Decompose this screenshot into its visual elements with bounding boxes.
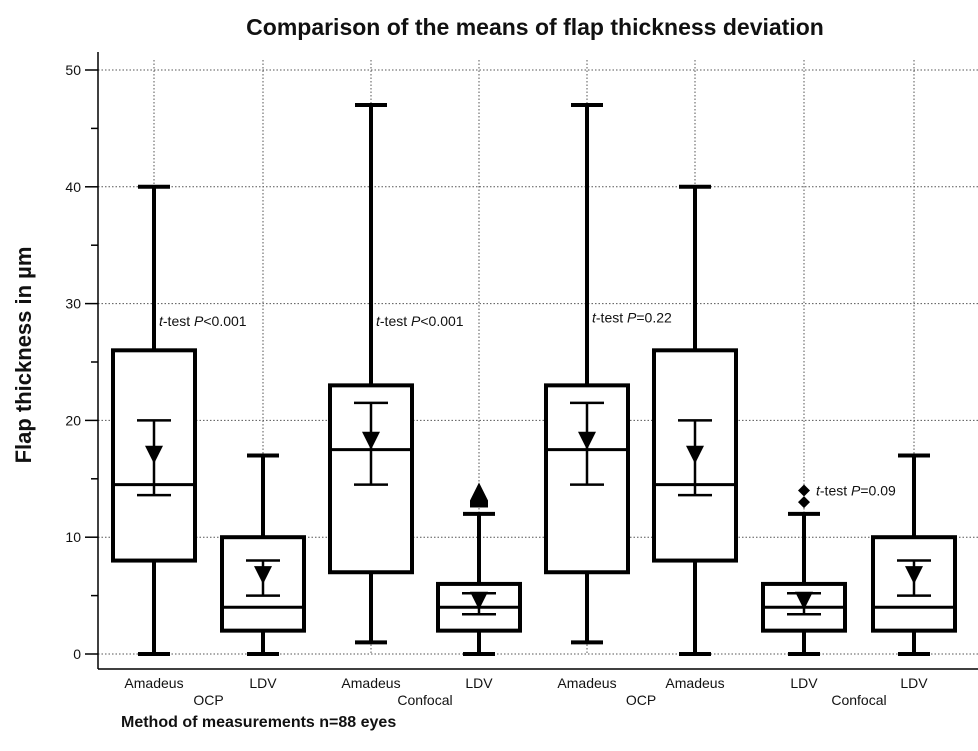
- annotation-value: =0.09: [860, 482, 896, 498]
- group-label: Confocal: [397, 692, 452, 708]
- mean-marker: [795, 591, 813, 610]
- mean-marker: [686, 445, 704, 464]
- y-tick-label: 50: [65, 62, 81, 78]
- mean-marker: [145, 445, 163, 464]
- axes: 0 10 20 30 40 50: [65, 52, 978, 670]
- annotation-t: t: [376, 313, 381, 329]
- annotation-t: t: [816, 482, 821, 498]
- group-label: OCP: [626, 692, 656, 708]
- annotation-ttest-0: t-test P<0.001: [159, 313, 247, 329]
- y-tick-label: 40: [65, 179, 81, 195]
- category-labels: Amadeus LDV Amadeus LDV Amadeus Amadeus LDV LDV…: [124, 675, 928, 708]
- category-label: LDV: [465, 675, 493, 691]
- x-axis-label: Method of measurements n=88 eyes: [121, 714, 396, 731]
- category-label: LDV: [249, 675, 277, 691]
- annotation-test: -test: [163, 313, 194, 329]
- outlier-marker: [470, 482, 488, 501]
- mean-marker: [362, 431, 380, 450]
- group-label: Confocal: [831, 692, 886, 708]
- y-axis-label: Flap thickness in µm: [11, 247, 36, 464]
- outlier-marker: [470, 500, 488, 508]
- box-7: [871, 453, 957, 656]
- annotation-ttest-2: t-test P=0.22: [592, 310, 672, 326]
- boxes-layer: [111, 103, 957, 656]
- outlier-marker: [798, 496, 810, 509]
- box-4: [544, 103, 630, 645]
- box-6: [761, 484, 847, 656]
- group-label: OCP: [193, 692, 223, 708]
- category-label: LDV: [790, 675, 818, 691]
- y-tick-label: 30: [65, 296, 81, 312]
- chart-title: Comparison of the means of flap thicknes…: [246, 14, 824, 40]
- box-5: [652, 184, 738, 656]
- category-label: Amadeus: [665, 675, 724, 691]
- y-tick-label: 20: [65, 412, 81, 428]
- annotation-p: P: [627, 310, 637, 326]
- annotation-t: t: [592, 310, 597, 326]
- mean-marker: [254, 566, 272, 585]
- mean-marker: [578, 431, 596, 450]
- annotation-value: <0.001: [203, 313, 246, 329]
- annotation-p: P: [851, 482, 861, 498]
- annotation-value: =0.22: [636, 310, 672, 326]
- box-0: [111, 184, 197, 656]
- annotation-test: -test: [380, 313, 411, 329]
- annotation-test: -test: [820, 482, 851, 498]
- annotation-p: P: [194, 313, 204, 329]
- annotation-ttest-1: t-test P<0.001: [376, 313, 464, 329]
- category-label: Amadeus: [124, 675, 183, 691]
- box-1: [220, 453, 306, 656]
- annotation-ttest-3: t-test P=0.09: [816, 482, 896, 498]
- box-2: [328, 103, 414, 645]
- category-label: LDV: [900, 675, 928, 691]
- y-tick-label: 0: [73, 646, 81, 662]
- annotation-test: -test: [596, 310, 627, 326]
- y-tick-label: 10: [65, 529, 81, 545]
- annotation-p: P: [411, 313, 421, 329]
- mean-marker: [905, 566, 923, 585]
- outlier-marker: [798, 484, 810, 497]
- annotation-t: t: [159, 313, 164, 329]
- category-label: Amadeus: [341, 675, 400, 691]
- annotations-layer: t-test P<0.001 t-test P<0.001 t-test P=0.2…: [159, 310, 896, 499]
- box-3: [436, 482, 522, 656]
- annotation-value: <0.001: [420, 313, 463, 329]
- category-label: Amadeus: [557, 675, 616, 691]
- mean-marker: [470, 591, 488, 610]
